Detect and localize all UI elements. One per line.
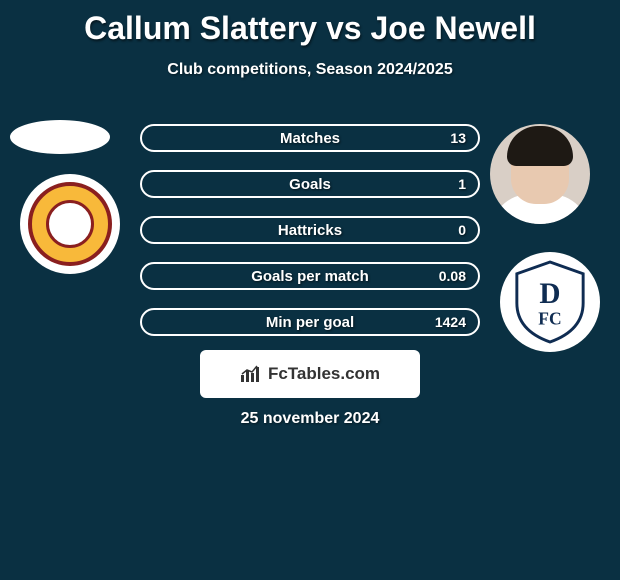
date-label: 25 november 2024 [0, 410, 620, 428]
chart-icon [240, 365, 262, 383]
stat-value-right: 1424 [435, 310, 466, 334]
player-right-club-crest: D FC [500, 252, 600, 352]
svg-text:FC: FC [538, 308, 561, 328]
stat-label: Hattricks [142, 218, 478, 242]
dundee-crest-icon: D FC [511, 260, 589, 344]
stat-label: Goals per match [142, 264, 478, 288]
motherwell-crest-icon [28, 182, 112, 266]
stat-label: Matches [142, 126, 478, 150]
stat-label: Goals [142, 172, 478, 196]
stat-row: Matches13 [140, 124, 480, 152]
stat-row: Goals per match0.08 [140, 262, 480, 290]
stat-row: Hattricks0 [140, 216, 480, 244]
subtitle: Club competitions, Season 2024/2025 [0, 61, 620, 79]
stat-value-right: 1 [458, 172, 466, 196]
stat-value-right: 13 [450, 126, 466, 150]
player-left-club-crest [20, 174, 120, 274]
page-title: Callum Slattery vs Joe Newell [0, 0, 620, 47]
svg-text:D: D [539, 278, 560, 310]
stat-label: Min per goal [142, 310, 478, 334]
stats-comparison: Matches13 Goals1 Hattricks0 Goals per match… [140, 124, 480, 354]
stat-value-right: 0 [458, 218, 466, 242]
player-right-avatar [490, 124, 590, 224]
player-left-avatar [10, 120, 110, 154]
stat-row: Min per goal1424 [140, 308, 480, 336]
watermark-text: FcTables.com [268, 364, 380, 384]
stat-value-right: 0.08 [439, 264, 466, 288]
watermark: FcTables.com [200, 350, 420, 398]
stat-row: Goals1 [140, 170, 480, 198]
